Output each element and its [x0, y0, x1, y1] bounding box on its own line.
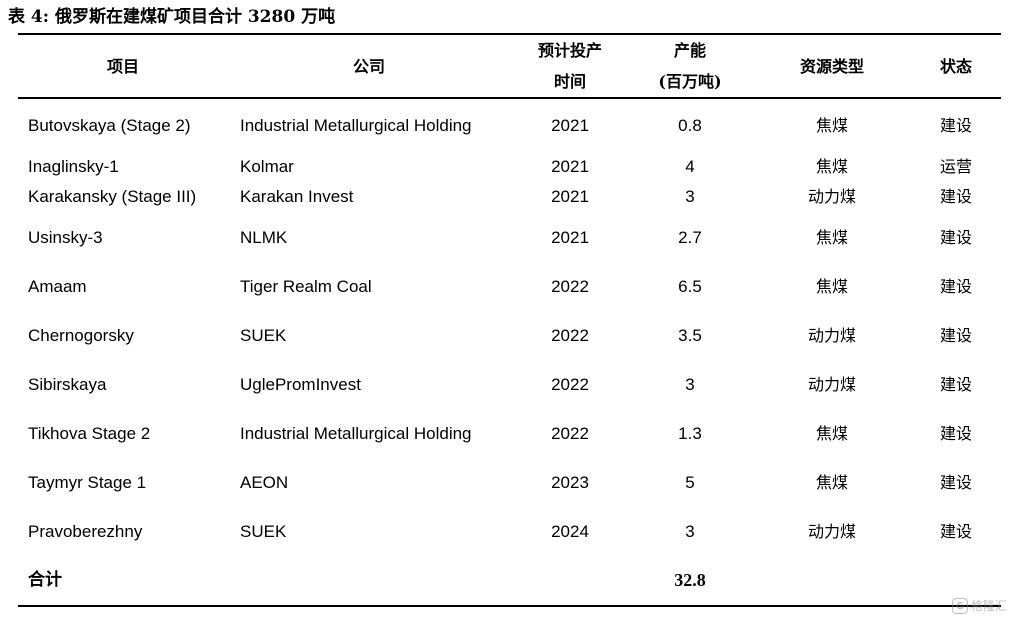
table-caption: 表 4: 俄罗斯在建煤矿项目合计 3280 万吨	[8, 7, 336, 27]
cell-status: 运营	[939, 157, 972, 176]
cell-status: 建设	[939, 116, 972, 135]
cell-capacity: 3	[685, 375, 695, 394]
cell-status: 建设	[939, 522, 972, 541]
table-row: Taymyr Stage 1 AEON 2023 5 焦煤 建设	[0, 471, 1013, 495]
table-bottom-rule	[18, 605, 1001, 607]
header-company: 公司	[352, 57, 385, 76]
cell-capacity: 2.7	[678, 228, 702, 247]
cell-type: 动力煤	[807, 326, 856, 345]
cell-status: 建设	[939, 277, 972, 296]
cell-company: AEON	[240, 473, 289, 492]
table-row: Chernogorsky SUEK 2022 3.5 动力煤 建设	[0, 324, 1013, 348]
cell-type: 焦煤	[815, 277, 848, 296]
table-header-rule	[18, 97, 1001, 99]
gelonghui-logo-icon	[951, 598, 968, 614]
cell-type: 焦煤	[815, 473, 848, 492]
cell-status: 建设	[939, 375, 972, 394]
cell-project: Inaglinsky-1	[28, 157, 119, 176]
cell-capacity: 4	[685, 157, 695, 176]
cell-status: 建设	[939, 326, 972, 345]
cell-company: Kolmar	[240, 157, 294, 176]
cell-capacity: 0.8	[678, 116, 702, 135]
cell-type: 焦煤	[815, 424, 848, 443]
cell-status: 建设	[939, 228, 972, 247]
cell-capacity: 5	[685, 473, 695, 492]
header-capacity-line1: 产能	[673, 41, 706, 60]
cell-capacity: 1.3	[678, 424, 702, 443]
cell-status: 建设	[939, 187, 972, 206]
cell-project: Butovskaya (Stage 2)	[28, 116, 191, 135]
table-row: Sibirskaya UglePromInvest 2022 3 动力煤 建设	[0, 373, 1013, 397]
cell-company: Tiger Realm Coal	[240, 277, 372, 296]
watermark-text: 格隆汇	[970, 599, 1007, 613]
cell-company: UglePromInvest	[240, 375, 361, 394]
cell-year: 2021	[551, 187, 589, 206]
cell-year: 2021	[551, 116, 589, 135]
cell-project: Karakansky (Stage III)	[28, 187, 197, 206]
table-row: Butovskaya (Stage 2) Industrial Metallur…	[0, 114, 1013, 138]
cell-type: 焦煤	[815, 157, 848, 176]
cell-company: Karakan Invest	[240, 187, 354, 206]
cell-status: 建设	[939, 424, 972, 443]
cell-type: 动力煤	[807, 187, 856, 206]
cell-year: 2021	[551, 228, 589, 247]
cell-company: NLMK	[240, 228, 288, 247]
cell-year: 2022	[551, 424, 589, 443]
cell-type: 焦煤	[815, 228, 848, 247]
cell-project: Tikhova Stage 2	[28, 424, 151, 443]
table-row: Inaglinsky-1 Kolmar 2021 4 焦煤 运营	[0, 155, 1013, 179]
cell-project: Chernogorsky	[28, 326, 134, 345]
cell-year: 2022	[551, 375, 589, 394]
cell-company: Industrial Metallurgical Holding	[240, 116, 472, 135]
cell-company: SUEK	[240, 522, 287, 541]
cell-type: 动力煤	[807, 375, 856, 394]
header-type: 资源类型	[799, 57, 864, 76]
cell-capacity: 6.5	[678, 277, 702, 296]
header-status: 状态	[939, 57, 972, 76]
cell-year: 2022	[551, 277, 589, 296]
cell-year: 2023	[551, 473, 589, 492]
cell-company: Industrial Metallurgical Holding	[240, 424, 472, 443]
cell-project: Sibirskaya	[28, 375, 107, 394]
header-project: 项目	[106, 57, 139, 76]
table-row: Amaam Tiger Realm Coal 2022 6.5 焦煤 建设	[0, 275, 1013, 299]
cell-year: 2021	[551, 157, 589, 176]
watermark: 格隆汇	[951, 598, 1007, 614]
table-top-rule	[18, 33, 1001, 35]
table-row: Usinsky-3 NLMK 2021 2.7 焦煤 建设	[0, 226, 1013, 250]
table-row: Pravoberezhny SUEK 2024 3 动力煤 建设	[0, 520, 1013, 544]
table-row: Tikhova Stage 2 Industrial Metallurgical…	[0, 422, 1013, 446]
total-capacity: 32.8	[674, 570, 706, 590]
cell-year: 2022	[551, 326, 589, 345]
cell-project: Usinsky-3	[28, 228, 103, 247]
header-year-line2: 时间	[553, 72, 586, 91]
header-year-line1: 预计投产	[537, 41, 602, 60]
cell-project: Taymyr Stage 1	[28, 473, 147, 492]
cell-status: 建设	[939, 473, 972, 492]
table-row: Karakansky (Stage III) Karakan Invest 20…	[0, 185, 1013, 209]
cell-year: 2024	[551, 522, 589, 541]
cell-type: 动力煤	[807, 522, 856, 541]
cell-type: 焦煤	[815, 116, 848, 135]
cell-company: SUEK	[240, 326, 287, 345]
header-capacity-line2: (百万吨)	[658, 72, 722, 91]
cell-capacity: 3	[685, 522, 695, 541]
total-label: 合计	[28, 570, 62, 590]
cell-capacity: 3	[685, 187, 695, 206]
cell-project: Pravoberezhny	[28, 522, 143, 541]
cell-project: Amaam	[28, 277, 87, 296]
cell-capacity: 3.5	[678, 326, 702, 345]
